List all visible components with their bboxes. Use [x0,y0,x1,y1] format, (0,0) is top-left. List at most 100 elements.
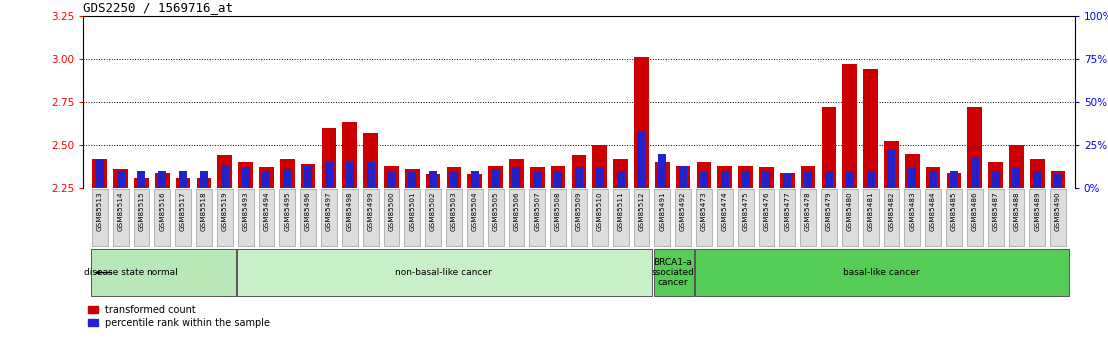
Bar [279,189,295,246]
Bar [950,171,958,188]
Bar [363,133,378,188]
Text: GSM85515: GSM85515 [138,191,144,230]
Bar [926,167,941,188]
Bar [676,166,690,188]
Bar [217,155,232,188]
Bar [1013,167,1020,188]
Text: GSM85474: GSM85474 [721,191,728,230]
Text: GSM85478: GSM85478 [806,191,811,230]
Text: GSM85473: GSM85473 [701,191,707,230]
Bar [154,189,171,246]
Text: GSM85503: GSM85503 [451,191,456,230]
Bar [718,166,732,188]
Bar [614,159,628,188]
Bar [425,189,441,246]
Text: GSM85492: GSM85492 [680,191,686,230]
Text: GSM85499: GSM85499 [368,191,373,230]
Bar [987,189,1004,246]
Bar [634,189,649,246]
Text: GSM85514: GSM85514 [117,191,124,230]
Bar [741,171,750,188]
Text: BRCA1-a
ssociated
cancer: BRCA1-a ssociated cancer [652,258,694,287]
Bar [762,171,770,188]
Bar [284,169,291,188]
Bar [280,159,295,188]
Bar [759,189,774,246]
Text: GSM85506: GSM85506 [513,191,520,230]
Bar [510,159,524,188]
Text: GSM85489: GSM85489 [1034,191,1040,230]
Bar [471,171,479,188]
Bar [759,167,773,188]
Bar [346,162,353,188]
Legend: transformed count, percentile rank within the sample: transformed count, percentile rank withi… [88,305,270,328]
Bar [946,189,962,246]
Bar [238,162,253,188]
Bar [800,189,815,246]
Text: normal: normal [146,268,178,277]
Bar [905,154,920,188]
Bar [196,189,212,246]
Bar [679,166,687,188]
Text: GSM85480: GSM85480 [847,191,853,230]
Bar [551,189,566,246]
Text: GSM85490: GSM85490 [1055,191,1061,230]
Text: GSM85477: GSM85477 [784,191,790,230]
Bar [134,189,150,246]
Bar [654,249,694,296]
Bar [946,172,962,188]
Text: GSM85507: GSM85507 [534,191,541,230]
Bar [509,189,524,246]
Bar [263,171,270,188]
Bar [199,171,208,188]
Bar [388,171,396,188]
Bar [530,189,545,246]
Bar [488,189,503,246]
Text: GSM85511: GSM85511 [617,191,624,230]
Bar [300,164,316,188]
Text: GSM85482: GSM85482 [889,191,894,230]
Text: GSM85475: GSM85475 [742,191,749,230]
Bar [408,171,417,188]
Bar [321,128,336,188]
Text: GSM85486: GSM85486 [972,191,977,230]
Bar [596,167,604,188]
Bar [616,171,625,188]
Bar [92,189,107,246]
Bar [637,131,646,188]
Bar [137,171,145,188]
Bar [196,178,212,188]
Text: GSM85504: GSM85504 [472,191,478,230]
Bar [930,171,937,188]
Bar [613,189,628,246]
Bar [1050,171,1066,188]
Bar [842,64,858,188]
Text: GSM85488: GSM85488 [1014,191,1019,230]
Bar [780,172,794,188]
Bar [658,154,666,188]
Bar [551,166,565,188]
Bar [404,189,420,246]
Bar [113,189,129,246]
Text: GSM85518: GSM85518 [201,191,207,230]
Text: GSM85495: GSM85495 [285,191,290,230]
Bar [220,166,228,188]
Bar [113,169,127,188]
Bar [675,189,691,246]
Bar [404,169,420,188]
Text: GSM85496: GSM85496 [305,191,311,230]
Bar [1030,159,1045,188]
Bar [237,249,653,296]
Bar [909,167,916,188]
Bar [575,167,583,188]
Bar [176,178,191,188]
Bar [992,171,999,188]
Bar [325,162,332,188]
Bar [593,145,607,188]
Bar [155,172,170,188]
Bar [367,162,375,188]
Bar [822,107,837,188]
Text: GSM85513: GSM85513 [96,191,103,230]
Bar [1009,145,1024,188]
Bar [863,69,878,188]
